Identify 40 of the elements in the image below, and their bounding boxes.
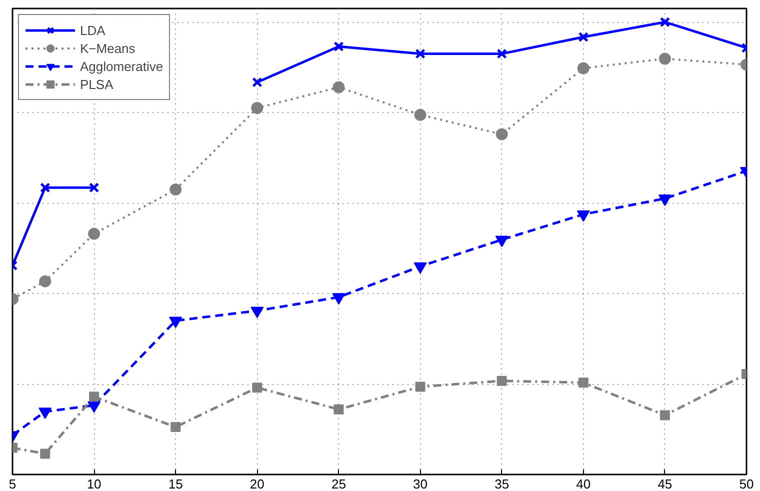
x-tick-label: 45: [658, 476, 672, 491]
x-tick-label: 25: [331, 476, 346, 491]
point: [660, 16, 670, 28]
point: [496, 48, 507, 59]
point: [88, 182, 100, 193]
point: [334, 41, 344, 52]
point: [415, 48, 426, 59]
point: [660, 410, 670, 420]
x-tick-label: 20: [250, 476, 264, 491]
point: [88, 228, 100, 240]
legend-label: LDA: [80, 22, 106, 39]
x-tick-label: 5: [8, 476, 16, 491]
point: [251, 102, 264, 114]
point: [170, 183, 182, 196]
point: [170, 422, 181, 432]
point: [496, 128, 508, 140]
point: [89, 392, 100, 402]
x-tick-label: 40: [576, 476, 591, 491]
point: [658, 52, 671, 65]
point: [578, 32, 589, 42]
point: [577, 62, 590, 74]
legend-label: Agglomerative: [80, 58, 164, 75]
point: [578, 378, 588, 388]
point: [39, 275, 52, 288]
x-tick-label: 15: [168, 476, 183, 491]
legend-label: PLSA: [80, 76, 114, 93]
point: [252, 382, 262, 393]
point: [334, 404, 344, 414]
legend-label: K−Means: [80, 40, 136, 57]
point: [414, 108, 426, 121]
point: [415, 382, 426, 392]
point: [252, 77, 262, 88]
point: [332, 81, 345, 94]
x-tick-label: 10: [86, 476, 102, 491]
x-tick-label: 50: [739, 476, 754, 491]
point: [40, 448, 50, 459]
x-tick-label: 35: [494, 476, 510, 491]
point: [40, 182, 50, 193]
point: [496, 376, 507, 386]
x-tick-label: 30: [413, 476, 428, 491]
